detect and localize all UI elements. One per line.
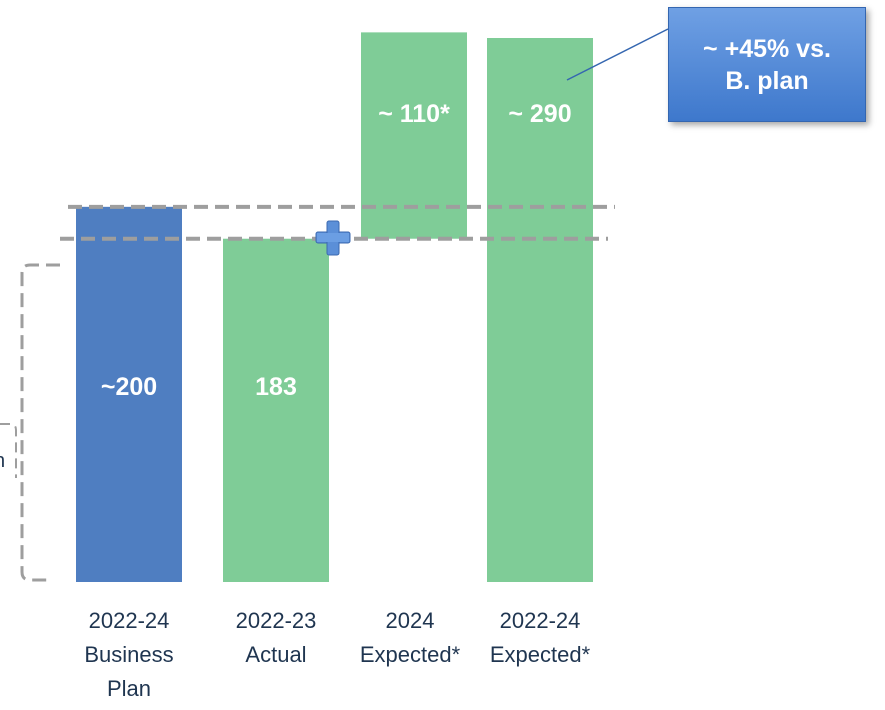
cut-off-label: n [0, 450, 5, 473]
category-label-3-line-2: Expected* [360, 642, 461, 667]
callout-box: ~ +45% vs. B. plan [668, 7, 866, 122]
category-label-2-line-1: 2022-23 [236, 608, 317, 633]
category-label-1-line-2: Business [84, 642, 173, 667]
category-label-3-line-1: 2024 [386, 608, 435, 633]
value-label-3: ~ 110* [378, 100, 450, 128]
cut-off-bracket [0, 423, 17, 478]
bar-3 [361, 32, 467, 239]
callout-line-2: B. plan [725, 66, 809, 95]
callout-pointer [566, 28, 669, 81]
callout-line-1: ~ +45% vs. [703, 34, 831, 63]
category-label-4-line-2: Expected* [490, 642, 591, 667]
bar-1 [76, 206, 182, 583]
side-bracket [20, 263, 60, 582]
category-label-4-line-1: 2022-24 [500, 608, 581, 633]
value-label-2: 183 [255, 373, 297, 401]
bars-layer [76, 32, 593, 583]
category-label-1-line-3: Plan [107, 676, 151, 701]
value-label-1: ~200 [101, 373, 157, 401]
category-label-2-line-2: Actual [245, 642, 306, 667]
category-label-1-line-1: 2022-24 [89, 608, 170, 633]
plus-icon [315, 220, 351, 256]
value-label-4: ~ 290 [508, 100, 571, 128]
category-labels: 2022-24 Business Plan 2022-23 Actual 2024 Expe… [84, 608, 590, 701]
bar-2 [223, 238, 329, 583]
value-labels: ~200 183 ~ 110* ~ 290 [101, 100, 572, 401]
bar-4 [487, 38, 593, 582]
